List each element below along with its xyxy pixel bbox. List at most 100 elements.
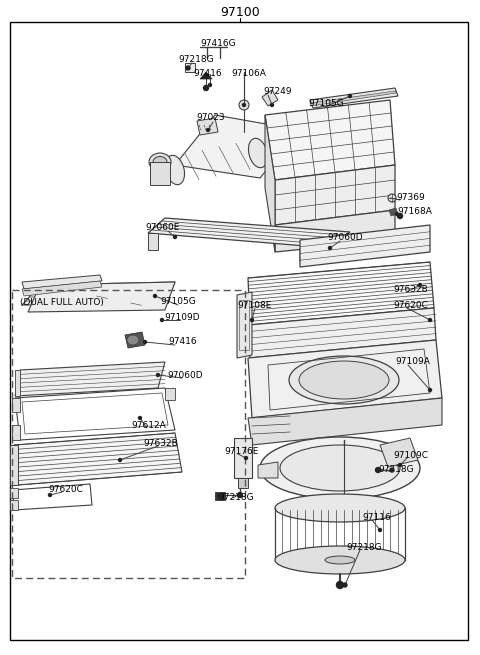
Text: 97218G: 97218G: [346, 544, 382, 553]
Circle shape: [390, 468, 394, 472]
Circle shape: [429, 388, 432, 392]
Ellipse shape: [153, 157, 167, 168]
Text: 97416: 97416: [193, 69, 222, 79]
Polygon shape: [215, 492, 225, 500]
Circle shape: [397, 214, 403, 219]
Polygon shape: [165, 388, 175, 400]
Text: 97218G: 97218G: [218, 493, 253, 502]
Text: 97116: 97116: [362, 514, 391, 523]
Ellipse shape: [260, 437, 420, 499]
Circle shape: [398, 464, 401, 466]
Polygon shape: [12, 398, 20, 412]
Text: 97369: 97369: [396, 193, 425, 202]
Text: 97100: 97100: [220, 7, 260, 20]
Circle shape: [173, 236, 177, 238]
Bar: [12, 290, 245, 578]
Polygon shape: [265, 100, 395, 180]
Circle shape: [208, 83, 212, 86]
Circle shape: [156, 373, 159, 377]
Ellipse shape: [275, 546, 405, 574]
Polygon shape: [275, 210, 395, 252]
Polygon shape: [150, 162, 170, 185]
Polygon shape: [310, 88, 398, 108]
Polygon shape: [234, 438, 252, 478]
Circle shape: [160, 318, 164, 322]
Text: 97060E: 97060E: [145, 223, 180, 233]
Text: 97105G: 97105G: [308, 98, 344, 107]
Text: 97023: 97023: [196, 113, 225, 122]
Circle shape: [244, 457, 248, 460]
Polygon shape: [200, 72, 212, 79]
Circle shape: [396, 212, 398, 215]
Polygon shape: [248, 340, 442, 418]
Polygon shape: [12, 425, 20, 440]
Polygon shape: [248, 262, 434, 325]
Polygon shape: [262, 90, 278, 106]
Polygon shape: [185, 63, 195, 72]
Circle shape: [139, 417, 142, 419]
Polygon shape: [238, 478, 248, 488]
Text: 97416G: 97416G: [200, 39, 236, 48]
Polygon shape: [10, 488, 18, 498]
Polygon shape: [175, 115, 300, 178]
Polygon shape: [300, 225, 430, 267]
Text: 97632B: 97632B: [393, 286, 428, 295]
Circle shape: [379, 529, 382, 531]
Ellipse shape: [275, 494, 405, 522]
Text: 97060D: 97060D: [327, 233, 362, 242]
Text: 97218G: 97218G: [378, 466, 414, 474]
Polygon shape: [258, 462, 278, 478]
Polygon shape: [248, 308, 436, 358]
Polygon shape: [148, 218, 350, 248]
Text: 97106A: 97106A: [231, 69, 266, 79]
Circle shape: [119, 458, 121, 462]
Ellipse shape: [149, 153, 171, 171]
Text: 97620C: 97620C: [48, 485, 83, 495]
Text: 97109D: 97109D: [164, 314, 200, 322]
Circle shape: [206, 128, 209, 132]
Polygon shape: [22, 281, 102, 296]
Ellipse shape: [166, 155, 184, 185]
Circle shape: [186, 66, 190, 70]
Circle shape: [336, 582, 344, 588]
Polygon shape: [310, 91, 396, 106]
Polygon shape: [22, 275, 102, 289]
Text: 97105G: 97105G: [160, 297, 196, 307]
Ellipse shape: [299, 361, 389, 399]
Polygon shape: [125, 332, 145, 348]
Circle shape: [218, 494, 222, 498]
Text: 97218G: 97218G: [178, 56, 214, 64]
Polygon shape: [10, 445, 18, 485]
Ellipse shape: [127, 335, 139, 345]
Circle shape: [238, 493, 242, 498]
Polygon shape: [237, 292, 252, 358]
Ellipse shape: [388, 194, 396, 202]
Circle shape: [144, 341, 146, 343]
Text: 97168A: 97168A: [397, 208, 432, 217]
Text: 97176E: 97176E: [224, 447, 258, 455]
Polygon shape: [300, 243, 330, 262]
Ellipse shape: [325, 556, 355, 564]
Polygon shape: [22, 282, 175, 305]
Text: 97249: 97249: [263, 88, 291, 96]
Polygon shape: [350, 240, 375, 258]
Text: 97060D: 97060D: [167, 371, 203, 379]
Circle shape: [242, 103, 245, 107]
Text: 97632B: 97632B: [143, 440, 178, 449]
Polygon shape: [275, 165, 395, 225]
Polygon shape: [265, 115, 275, 252]
Polygon shape: [148, 233, 158, 250]
Circle shape: [348, 94, 351, 98]
Polygon shape: [248, 398, 442, 445]
Ellipse shape: [280, 445, 400, 491]
Polygon shape: [10, 500, 18, 510]
Circle shape: [328, 246, 332, 250]
Circle shape: [251, 318, 253, 322]
Text: (DUAL FULL AUTO): (DUAL FULL AUTO): [20, 297, 104, 307]
Polygon shape: [389, 208, 398, 216]
Circle shape: [343, 583, 347, 587]
Text: 97109A: 97109A: [395, 358, 430, 367]
Text: 97416: 97416: [168, 337, 197, 346]
Polygon shape: [15, 370, 20, 396]
Circle shape: [271, 103, 274, 107]
